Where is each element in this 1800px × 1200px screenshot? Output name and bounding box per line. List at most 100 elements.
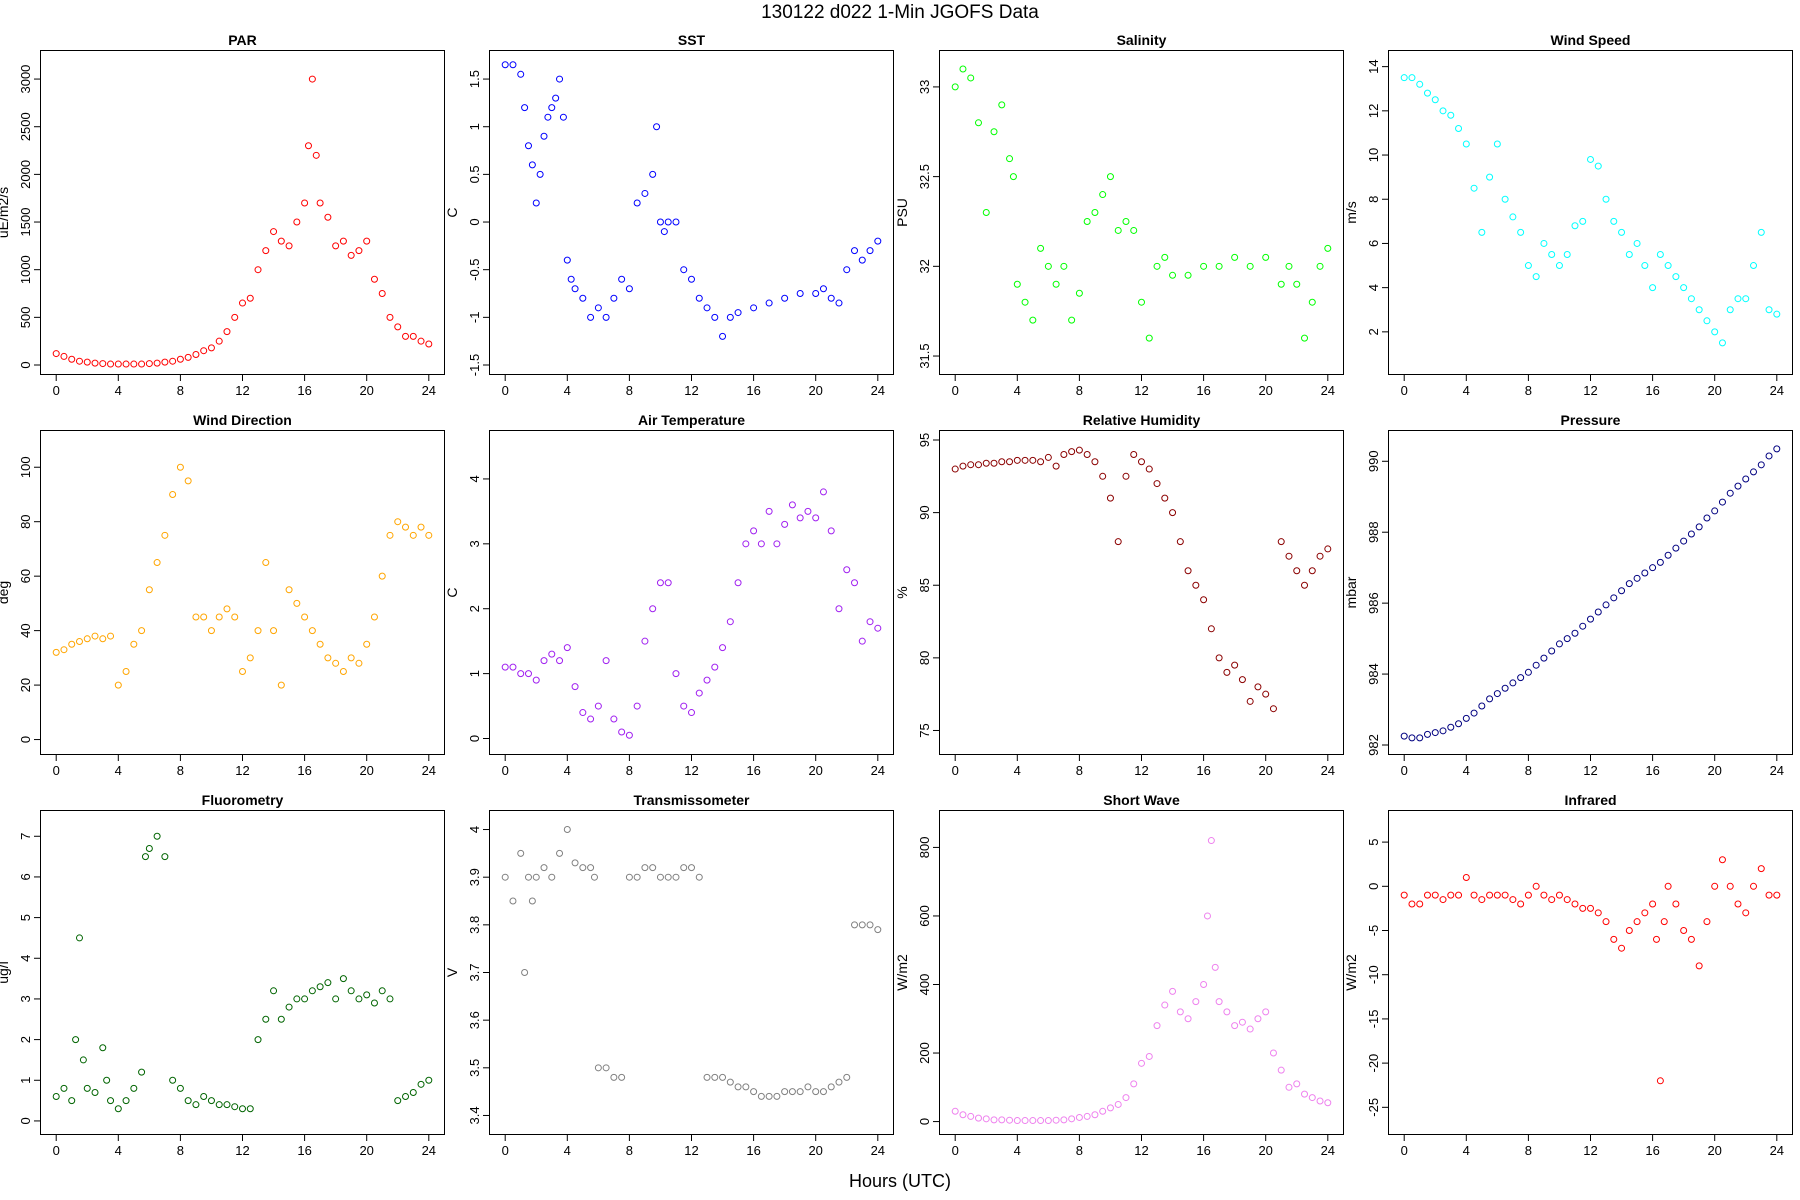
y-tick-label: -5 bbox=[1366, 925, 1381, 937]
x-tick-label: 16 bbox=[297, 1143, 311, 1158]
data-point bbox=[370, 275, 378, 283]
data-point bbox=[1579, 904, 1587, 912]
data-point bbox=[618, 1073, 626, 1081]
x-tick-label: 20 bbox=[359, 1143, 373, 1158]
data-point bbox=[122, 1097, 130, 1105]
data-point bbox=[1680, 537, 1688, 545]
data-point bbox=[425, 1076, 433, 1084]
y-tick-label: 0 bbox=[1366, 883, 1381, 890]
data-point bbox=[60, 1084, 68, 1092]
data-point bbox=[680, 702, 688, 710]
data-point bbox=[1130, 451, 1138, 459]
data-point bbox=[231, 313, 239, 321]
data-point bbox=[1501, 195, 1509, 203]
data-point bbox=[239, 667, 246, 675]
data-point bbox=[951, 1107, 959, 1115]
data-point bbox=[695, 294, 703, 302]
data-point bbox=[1750, 882, 1758, 890]
data-point bbox=[1037, 1117, 1045, 1125]
y-tick-label: 3.8 bbox=[467, 916, 482, 934]
data-point bbox=[571, 285, 579, 293]
data-point bbox=[1200, 980, 1208, 988]
data-point bbox=[1277, 538, 1285, 546]
data-point bbox=[1215, 654, 1223, 662]
data-point bbox=[417, 1080, 425, 1088]
data-point bbox=[332, 242, 340, 250]
data-point bbox=[1757, 865, 1765, 873]
data-point bbox=[625, 731, 633, 739]
data-point bbox=[1138, 1059, 1145, 1067]
data-point bbox=[1517, 674, 1525, 682]
x-tick-label: 20 bbox=[1707, 383, 1721, 398]
data-point bbox=[1285, 1083, 1293, 1091]
data-point bbox=[703, 304, 711, 312]
data-point bbox=[1470, 891, 1478, 899]
data-point bbox=[656, 873, 664, 881]
plot-frame bbox=[939, 430, 1344, 755]
data-point bbox=[1021, 1117, 1029, 1125]
series-points bbox=[52, 832, 433, 1113]
data-point bbox=[378, 290, 386, 298]
data-point bbox=[1153, 480, 1161, 488]
x-tick-label: 0 bbox=[1401, 383, 1408, 398]
data-point bbox=[332, 659, 340, 667]
data-point bbox=[1145, 334, 1153, 342]
data-point bbox=[169, 1076, 177, 1084]
plot-frame bbox=[489, 430, 894, 755]
data-point bbox=[1610, 594, 1618, 602]
data-point bbox=[1439, 727, 1447, 735]
data-point bbox=[649, 170, 657, 178]
data-point bbox=[532, 873, 540, 881]
data-point bbox=[1037, 458, 1045, 466]
chart-par: PAR uE/m2/s 0 4 8 12 16 20 24 0 500 1000 1500 2000 250… bbox=[0, 32, 445, 398]
data-point bbox=[726, 618, 734, 626]
plot-frame bbox=[939, 810, 1344, 1135]
x-tick-label: 20 bbox=[359, 763, 373, 778]
data-point bbox=[1285, 552, 1293, 560]
data-point bbox=[540, 132, 548, 140]
y-tick-label: 6 bbox=[1366, 240, 1381, 247]
plot-frame bbox=[489, 50, 894, 375]
data-point bbox=[874, 624, 882, 632]
data-point bbox=[1703, 918, 1711, 926]
data-point bbox=[742, 1083, 750, 1091]
data-point bbox=[536, 170, 544, 178]
data-point bbox=[1075, 289, 1083, 297]
data-point bbox=[161, 531, 169, 539]
data-point bbox=[1215, 998, 1223, 1006]
data-point bbox=[409, 1088, 417, 1096]
y-tick-label: 0 bbox=[18, 736, 33, 743]
data-point bbox=[1493, 140, 1501, 148]
data-point bbox=[1400, 891, 1408, 899]
data-point bbox=[91, 359, 99, 367]
x-tick-label: 0 bbox=[952, 383, 959, 398]
data-point bbox=[114, 360, 122, 368]
data-point bbox=[363, 991, 371, 999]
data-point bbox=[1200, 596, 1208, 604]
data-point bbox=[1765, 891, 1773, 899]
y-axis-label: m/s bbox=[1343, 201, 1359, 224]
data-point bbox=[107, 632, 115, 640]
data-point bbox=[316, 640, 324, 648]
series-points bbox=[951, 446, 1332, 713]
data-point bbox=[1540, 239, 1548, 247]
data-point bbox=[974, 119, 982, 127]
data-point bbox=[1501, 891, 1509, 899]
data-point bbox=[1083, 451, 1091, 459]
y-tick-label: 100 bbox=[18, 456, 33, 478]
data-point bbox=[1711, 328, 1719, 336]
data-point bbox=[827, 294, 835, 302]
y-tick-label: 6 bbox=[18, 873, 33, 880]
y-tick-label: 10 bbox=[1366, 148, 1381, 162]
data-point bbox=[394, 518, 402, 526]
data-point bbox=[1161, 253, 1169, 261]
data-point bbox=[1021, 456, 1029, 464]
y-tick-label: 14 bbox=[1366, 59, 1381, 73]
data-point bbox=[1207, 625, 1215, 633]
data-point bbox=[75, 638, 83, 646]
data-point bbox=[1416, 80, 1424, 88]
data-point bbox=[1324, 1099, 1332, 1107]
data-point bbox=[402, 1093, 410, 1101]
data-point bbox=[1548, 896, 1556, 904]
